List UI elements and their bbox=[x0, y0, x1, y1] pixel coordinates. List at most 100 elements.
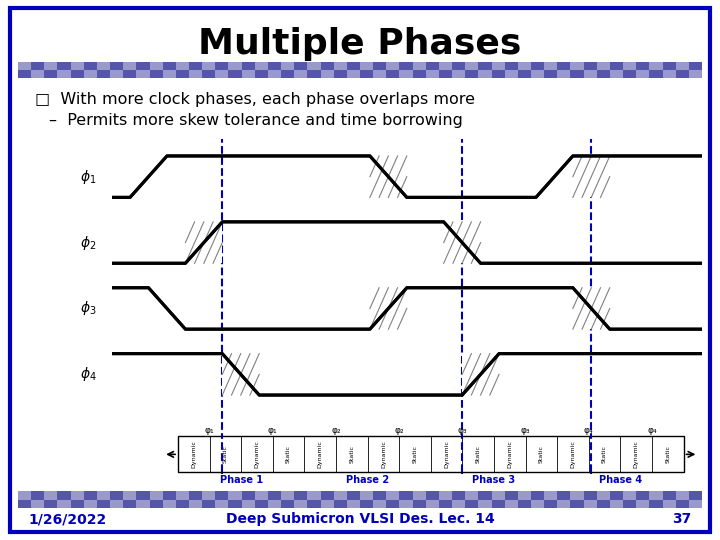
Bar bbox=[662, 62, 675, 70]
Bar bbox=[110, 70, 123, 78]
Bar bbox=[71, 500, 84, 508]
Bar bbox=[18, 491, 31, 500]
Bar bbox=[584, 491, 597, 500]
Bar bbox=[294, 500, 307, 508]
Bar bbox=[439, 62, 452, 70]
Bar bbox=[58, 500, 71, 508]
Polygon shape bbox=[573, 288, 610, 329]
Text: φ₃: φ₃ bbox=[521, 426, 531, 435]
Bar bbox=[610, 70, 623, 78]
Bar bbox=[544, 70, 557, 78]
Bar bbox=[136, 500, 150, 508]
Bar bbox=[307, 62, 320, 70]
Bar bbox=[242, 62, 255, 70]
Bar bbox=[531, 70, 544, 78]
Bar bbox=[110, 62, 123, 70]
Bar bbox=[58, 62, 71, 70]
Bar bbox=[531, 500, 544, 508]
Bar bbox=[18, 70, 31, 78]
Bar bbox=[176, 500, 189, 508]
Bar bbox=[557, 70, 570, 78]
Bar bbox=[662, 500, 675, 508]
Bar bbox=[136, 62, 150, 70]
Text: Deep Submicron VLSI Des. Lec. 14: Deep Submicron VLSI Des. Lec. 14 bbox=[225, 512, 495, 526]
Bar bbox=[176, 70, 189, 78]
Bar bbox=[689, 70, 702, 78]
Bar bbox=[18, 500, 31, 508]
Bar bbox=[544, 500, 557, 508]
Bar bbox=[215, 491, 228, 500]
Bar bbox=[307, 491, 320, 500]
Bar bbox=[123, 70, 136, 78]
Text: φ₃: φ₃ bbox=[458, 426, 467, 435]
Text: Multiple Phases: Multiple Phases bbox=[198, 28, 522, 61]
Bar bbox=[281, 500, 294, 508]
Bar bbox=[636, 62, 649, 70]
Bar bbox=[150, 70, 163, 78]
Text: φ₄: φ₄ bbox=[584, 426, 593, 435]
Bar bbox=[492, 500, 505, 508]
Bar bbox=[531, 62, 544, 70]
Bar bbox=[123, 500, 136, 508]
Bar bbox=[689, 62, 702, 70]
Bar bbox=[360, 500, 373, 508]
Bar bbox=[426, 62, 439, 70]
Bar bbox=[347, 70, 360, 78]
Polygon shape bbox=[222, 354, 259, 395]
Bar bbox=[268, 500, 281, 508]
Text: Static: Static bbox=[223, 446, 228, 463]
Bar bbox=[110, 491, 123, 500]
Text: Static: Static bbox=[476, 446, 481, 463]
Bar bbox=[163, 62, 176, 70]
Bar bbox=[557, 62, 570, 70]
Text: Dynamic: Dynamic bbox=[508, 441, 512, 468]
Bar bbox=[18, 62, 31, 70]
Bar bbox=[439, 491, 452, 500]
Bar bbox=[662, 491, 675, 500]
Bar bbox=[689, 491, 702, 500]
Bar bbox=[255, 491, 268, 500]
Bar bbox=[307, 70, 320, 78]
Bar bbox=[400, 70, 413, 78]
Bar bbox=[662, 70, 675, 78]
Bar bbox=[123, 62, 136, 70]
Bar bbox=[320, 62, 333, 70]
Bar bbox=[649, 70, 662, 78]
Bar bbox=[347, 500, 360, 508]
Text: Static: Static bbox=[602, 446, 607, 463]
Bar bbox=[84, 500, 97, 508]
Bar bbox=[505, 491, 518, 500]
Polygon shape bbox=[370, 156, 407, 198]
Bar bbox=[163, 70, 176, 78]
Bar bbox=[268, 62, 281, 70]
Bar bbox=[544, 491, 557, 500]
Bar bbox=[623, 70, 636, 78]
Text: Dynamic: Dynamic bbox=[318, 441, 323, 468]
Bar bbox=[675, 70, 689, 78]
Bar bbox=[400, 491, 413, 500]
Bar bbox=[557, 500, 570, 508]
Bar bbox=[97, 491, 110, 500]
Bar bbox=[294, 62, 307, 70]
Bar bbox=[570, 491, 584, 500]
Bar bbox=[58, 70, 71, 78]
Bar bbox=[360, 491, 373, 500]
Bar bbox=[689, 500, 702, 508]
Bar bbox=[333, 70, 347, 78]
Bar bbox=[242, 500, 255, 508]
Bar bbox=[439, 70, 452, 78]
Bar bbox=[478, 62, 492, 70]
Bar bbox=[215, 62, 228, 70]
Bar bbox=[307, 500, 320, 508]
Bar bbox=[320, 70, 333, 78]
Bar bbox=[465, 491, 478, 500]
Bar bbox=[570, 500, 584, 508]
Text: Dynamic: Dynamic bbox=[192, 441, 197, 468]
Text: Static: Static bbox=[349, 446, 354, 463]
Bar bbox=[518, 500, 531, 508]
Bar bbox=[649, 500, 662, 508]
Text: Phase 3: Phase 3 bbox=[472, 475, 516, 485]
Bar bbox=[597, 500, 610, 508]
Bar bbox=[478, 500, 492, 508]
Text: □  With more clock phases, each phase overlaps more: □ With more clock phases, each phase ove… bbox=[35, 92, 474, 107]
